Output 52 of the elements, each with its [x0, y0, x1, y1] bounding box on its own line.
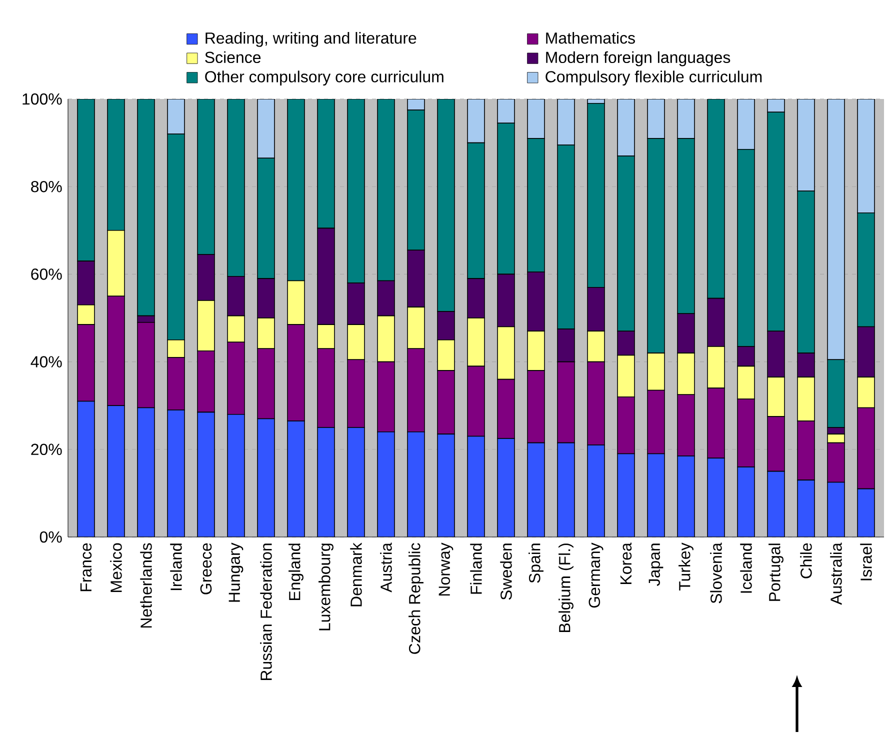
legend-label: Compulsory flexible curriculum — [546, 70, 762, 86]
x-tick-label: Iceland — [740, 544, 752, 593]
x-tick-label: Czech Republic — [408, 543, 424, 654]
x-tick-label: Germany — [588, 542, 604, 608]
x-tick-label: Luxembourg — [318, 544, 334, 630]
x-tick-label: Russian Federation — [260, 544, 272, 680]
bar — [857, 99, 875, 214]
y-tick-label: 0% — [40, 531, 62, 543]
bar — [467, 99, 485, 144]
y-tick-label: 40% — [30, 356, 62, 368]
x-tick-label: Korea — [620, 542, 632, 584]
legend-label: Other compulsory core curriculum — [205, 70, 444, 86]
x-tick-label: Belgium (Fl.) — [558, 544, 574, 632]
bar — [527, 99, 545, 139]
legend-label: Reading, writing and literature — [206, 32, 416, 47]
x-tick-label: Turkey — [678, 542, 694, 591]
bar — [647, 99, 665, 139]
x-tick-label: Austria — [380, 542, 392, 592]
bar — [617, 99, 635, 156]
x-tick-label: Netherlands — [140, 543, 152, 628]
x-tick-label: England — [288, 544, 304, 600]
x-tick-label: Slovenia — [710, 542, 722, 604]
x-tick-label: Denmark — [350, 542, 362, 606]
bar — [797, 99, 815, 192]
x-tick-label: Mexico — [110, 543, 122, 592]
y-tick-label: 100% — [22, 93, 62, 105]
y-tick-label: 80% — [31, 180, 62, 192]
x-tick-label: Israel — [860, 544, 872, 580]
x-tick-label: Greece — [200, 543, 212, 594]
x-tick-label: Australia — [830, 542, 842, 605]
legend-label: Mathematics — [546, 32, 635, 44]
x-tick-label: Chile — [800, 543, 812, 578]
x-tick-label: Norway — [438, 542, 454, 596]
x-tick-label: Sweden — [500, 544, 512, 600]
bar — [827, 99, 845, 360]
bar — [257, 99, 275, 159]
bar — [497, 99, 515, 124]
x-tick-label: Portugal — [768, 544, 784, 601]
y-tick-label: 60% — [31, 268, 62, 280]
x-tick-label: Ireland — [170, 544, 182, 590]
y-tick-label: 20% — [31, 444, 62, 456]
bar — [167, 99, 185, 134]
legend-label: Modern foreign languages — [546, 51, 730, 66]
x-tick-label: Japan — [648, 544, 664, 586]
x-tick-label: France — [80, 543, 92, 592]
x-tick-label: Finland — [470, 544, 482, 594]
legend-label: Science — [205, 51, 261, 64]
bar — [557, 99, 575, 146]
x-tick-label: Hungary — [228, 542, 244, 602]
x-tick-label: Spain — [528, 544, 544, 583]
bar — [737, 99, 755, 150]
bar — [677, 99, 695, 139]
